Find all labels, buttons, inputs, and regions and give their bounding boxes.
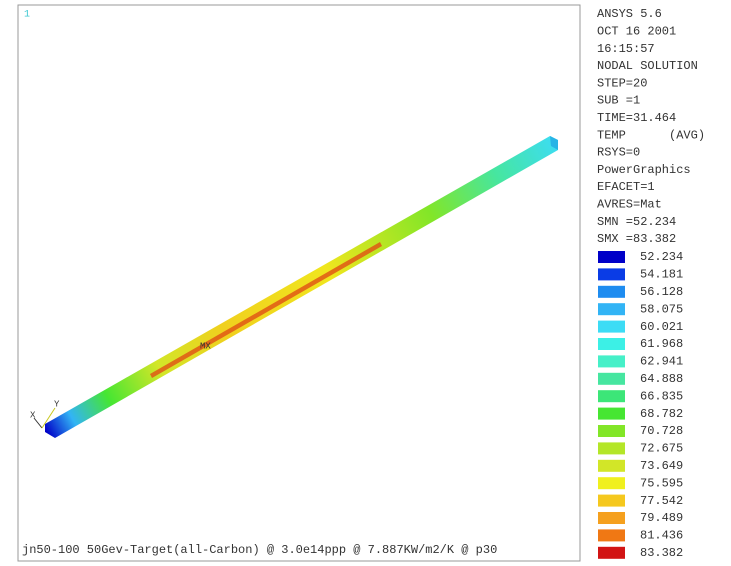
page: 1 MX X Y jn50-100 50Gev-Target(all-Carbo… [0,0,731,566]
info-line: TEMP (AVG) [597,128,705,142]
legend-swatch [598,268,625,280]
legend-label: 79.489 [640,511,683,525]
legend-label: 72.675 [640,442,683,456]
triad-y-label: Y [54,399,60,409]
legend-label: 60.021 [640,320,683,334]
ansys-window: 1 MX X Y jn50-100 50Gev-Target(all-Carbo… [0,0,731,566]
info-line: OCT 16 2001 [597,24,676,38]
info-line: SMN =52.234 [597,215,676,229]
info-line: AVRES=Mat [597,197,662,211]
legend-swatch [598,512,625,524]
legend-label: 73.649 [640,459,683,473]
legend-swatch [598,251,625,263]
legend-label: 75.595 [640,476,683,490]
legend-label: 70.728 [640,424,683,438]
info-line: ANSYS 5.6 [597,7,662,21]
triad-x-label: X [30,410,36,420]
legend-label: 77.542 [640,494,683,508]
info-line: PowerGraphics [597,163,691,177]
legend-swatch [598,477,625,489]
info-line: SMX =83.382 [597,232,676,246]
legend-swatch [598,442,625,454]
legend-label: 66.835 [640,389,683,403]
legend-swatch [598,303,625,315]
info-line: NODAL SOLUTION [597,59,698,73]
legend-swatch [598,286,625,298]
legend-swatch [598,547,625,559]
info-line: RSYS=0 [597,146,640,160]
legend-label: 54.181 [640,268,683,282]
legend-swatch [598,390,625,402]
legend-swatch [598,355,625,367]
legend-swatch [598,373,625,385]
legend-label: 61.968 [640,337,683,351]
legend-swatch [598,529,625,541]
legend-swatch [598,321,625,333]
legend-swatch [598,460,625,472]
legend-label: 58.075 [640,302,683,316]
legend: 52.234 54.181 56.128 58.075 60.021 61.968 62.9… [598,250,683,560]
legend-label: 83.382 [640,546,683,560]
window-number: 1 [24,10,30,21]
info-panel: ANSYS 5.6 OCT 16 2001 16:15:57 NODAL SOLUTI… [597,7,705,246]
legend-label: 64.888 [640,372,683,386]
legend-label: 56.128 [640,285,683,299]
info-line: TIME=31.464 [597,111,676,125]
legend-swatch [598,408,625,420]
footer: jn50-100 50Gev-Target(all-Carbon) @ 3.0e… [22,543,497,557]
legend-swatch [598,425,625,437]
info-line: STEP=20 [597,76,647,90]
max-marker: MX [200,341,211,351]
legend-swatch [598,495,625,507]
info-line: SUB =1 [597,94,640,108]
legend-label: 68.782 [640,407,683,421]
legend-swatch [598,338,625,350]
legend-label: 62.941 [640,355,683,369]
info-line: EFACET=1 [597,180,655,194]
legend-label: 52.234 [640,250,683,264]
info-line: 16:15:57 [597,42,655,56]
legend-label: 81.436 [640,529,683,543]
